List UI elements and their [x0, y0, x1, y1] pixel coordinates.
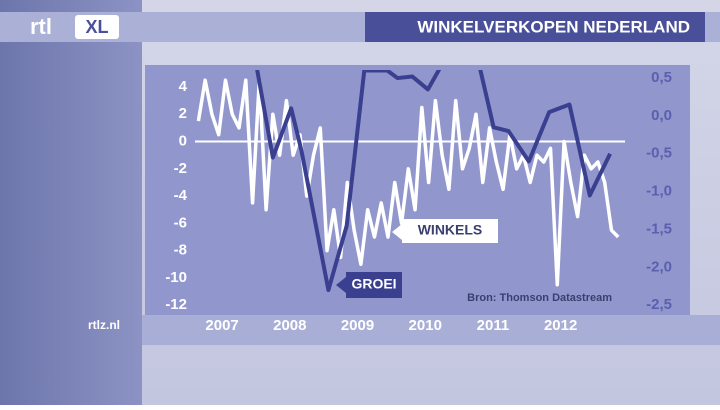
- y-tick-label: -4: [174, 187, 188, 204]
- y2-tick-label: -1,0: [646, 183, 672, 200]
- series-line: [196, 78, 620, 287]
- x-axis-band: [142, 315, 720, 345]
- y-tick-label: -6: [174, 214, 187, 231]
- y-tick-label: 2: [179, 105, 187, 122]
- legend-box: [402, 219, 498, 243]
- y-tick-label: -2: [174, 160, 187, 177]
- y2-tick-label: 0,5: [651, 69, 672, 86]
- y2-tick-label: -0,5: [646, 145, 672, 162]
- y-tick-label: 0: [179, 133, 187, 150]
- logo-xl: XL: [85, 17, 108, 37]
- y-tick-label: -8: [174, 242, 187, 259]
- series-line: [255, 70, 612, 293]
- legend-pointer: [336, 277, 346, 293]
- source: Bron: Thomson Datastream: [467, 292, 612, 304]
- x-tick-label: 2010: [409, 317, 442, 334]
- chart-title: WINKELVERKOPEN NEDERLAND: [417, 17, 690, 36]
- x-tick-label: 2007: [205, 317, 238, 334]
- title-box: [365, 12, 705, 42]
- site-label: rtlz.nl: [88, 318, 120, 332]
- y2-tick-label: -2,0: [646, 258, 672, 275]
- y2-tick-label: -2,5: [646, 296, 672, 313]
- legend-box: [346, 272, 402, 298]
- side-panel: [0, 0, 142, 405]
- logo-box: [75, 15, 119, 39]
- y2-tick-label: 0,0: [651, 107, 672, 124]
- y-tick-label: -12: [165, 296, 187, 313]
- x-tick-label: 2008: [273, 317, 306, 334]
- x-tick-label: 2009: [341, 317, 374, 334]
- legend-pointer: [392, 224, 402, 240]
- legend-label: GROEI: [351, 276, 396, 292]
- y-tick-label: -10: [165, 269, 187, 286]
- y-tick-label: 4: [179, 78, 188, 95]
- x-tick-label: 2012: [544, 317, 577, 334]
- x-tick-label: 2011: [477, 317, 510, 334]
- legend-label: WINKELS: [418, 222, 483, 238]
- logo-rtl: rtl: [30, 14, 52, 39]
- y2-tick-label: -1,5: [646, 220, 672, 237]
